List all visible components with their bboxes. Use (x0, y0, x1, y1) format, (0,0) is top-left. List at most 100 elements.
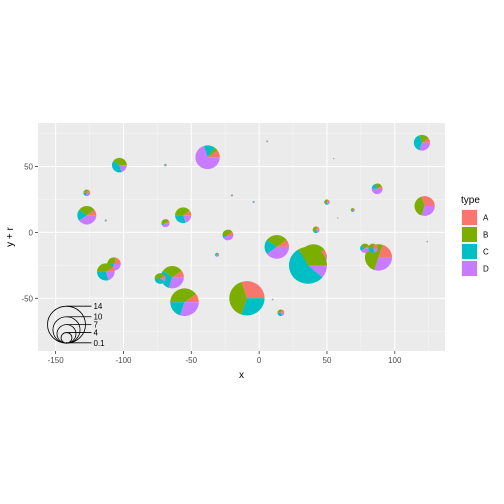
pie-slice (375, 183, 382, 189)
pie-slice (298, 246, 327, 266)
pie-marker (229, 281, 265, 316)
pie-slice (374, 257, 393, 271)
pie-slice (272, 299, 274, 301)
pie-marker (324, 199, 330, 205)
pie-slice (161, 223, 166, 226)
pie-marker (175, 207, 192, 224)
pie-slice (253, 201, 255, 203)
x-tick-label: -100 (115, 356, 132, 365)
pie-slice (165, 163, 167, 166)
pie-slice (217, 253, 220, 255)
pie-slice (421, 196, 435, 207)
pie-marker (264, 235, 289, 259)
pie-marker (97, 263, 115, 281)
pie-marker (350, 208, 355, 212)
pie-slice (170, 288, 197, 303)
pie-marker (266, 140, 269, 143)
pie-slice (361, 243, 369, 249)
x-tick-label: 100 (388, 356, 402, 365)
pie-slice (183, 215, 192, 223)
pie-slice (368, 248, 375, 253)
pie-slice (227, 231, 234, 236)
pie-marker (368, 243, 378, 253)
pie-marker (371, 183, 383, 195)
legend-key (462, 227, 477, 242)
pie-slice (351, 209, 354, 212)
pie-slice (373, 248, 378, 253)
pie-slice (231, 195, 234, 197)
pie-marker (161, 219, 170, 228)
x-tick-label: -150 (48, 356, 65, 365)
pie-slice (277, 309, 282, 313)
pie-slice (207, 150, 220, 158)
y-axis-title: y + r (5, 226, 16, 246)
pie-marker (360, 243, 370, 253)
pie-slice (253, 201, 255, 203)
pie-slice (230, 194, 233, 197)
pie-slice (229, 281, 247, 315)
pie-slice (222, 235, 228, 239)
pie-slice (162, 265, 182, 278)
pie-slice (252, 202, 255, 204)
pie-slice (373, 243, 378, 249)
pie-slice (352, 209, 355, 212)
pie-slice (231, 194, 233, 196)
pie-slice (313, 229, 318, 234)
x-axis-title: x (239, 370, 244, 381)
pie-slice (326, 202, 330, 205)
legend-label: B (483, 231, 488, 240)
pie-slice (337, 217, 339, 219)
pie-slice (307, 265, 327, 278)
pie-slice (371, 183, 378, 189)
pie-slice (105, 266, 115, 272)
pie-slice (172, 270, 184, 278)
pie-slice (170, 302, 185, 316)
pie-slice (264, 239, 277, 254)
pie-slice (86, 209, 97, 216)
pie-slice (160, 275, 166, 279)
pie-slice (207, 147, 218, 158)
pie-slice (241, 298, 265, 316)
pie-slice (419, 142, 431, 151)
pie-slice (105, 219, 107, 221)
pie-slice (222, 229, 233, 236)
pie-slice (85, 192, 91, 197)
pie-slice (113, 257, 121, 265)
legend-label: A (483, 214, 489, 223)
pie-slice (326, 199, 330, 203)
pie-slice (272, 298, 274, 300)
pie-marker (271, 298, 274, 301)
pie-slice (215, 252, 218, 256)
pie-slice (426, 240, 428, 243)
legend-key (462, 261, 477, 276)
pie-slice (312, 226, 318, 232)
legend-key (462, 210, 477, 225)
pie-marker (154, 273, 166, 284)
pie-slice (337, 217, 338, 219)
legend-key (462, 244, 477, 259)
pie-slice (266, 140, 268, 142)
pie-slice (241, 281, 265, 299)
pie-marker (312, 226, 320, 234)
pie-slice (164, 165, 167, 167)
pie-slice (111, 160, 122, 173)
y-tick-label: 0 (29, 228, 34, 237)
pie-slice (413, 135, 422, 151)
pie-slice (350, 208, 354, 212)
pie-marker (222, 229, 234, 241)
pie-slice (97, 263, 113, 272)
pie-slice (154, 273, 165, 279)
pie-slice (276, 239, 289, 247)
pie-slice (119, 165, 127, 173)
pie-marker (111, 157, 127, 173)
pie-slice (105, 219, 107, 221)
pie-slice (162, 223, 170, 228)
pie-slice (252, 201, 254, 203)
pie-slice (280, 309, 285, 313)
pie-slice (266, 235, 287, 247)
pie-slice (267, 140, 269, 142)
pie-slice (86, 189, 91, 193)
pie-marker (414, 196, 435, 216)
